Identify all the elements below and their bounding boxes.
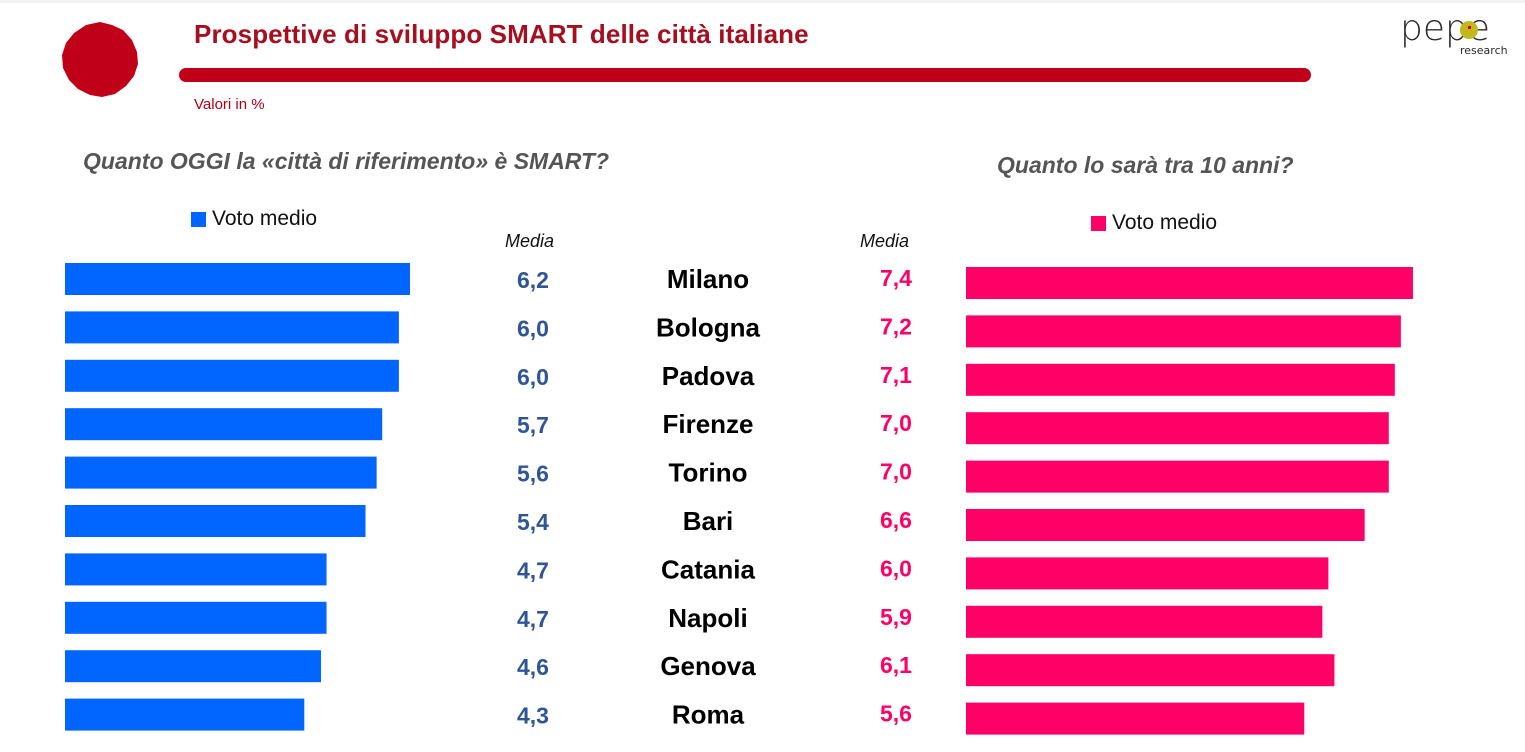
bar-today-catania bbox=[65, 553, 327, 586]
bar-future-genova bbox=[966, 654, 1335, 687]
logo-red-dot-icon bbox=[1468, 26, 1471, 29]
logo-subtext: research bbox=[1460, 44, 1508, 56]
category-label: Bari bbox=[683, 506, 734, 536]
bar-today-bari bbox=[65, 505, 366, 537]
top-border bbox=[0, 0, 1525, 3]
value-label-today: 4,7 bbox=[517, 557, 549, 583]
brand-blob-icon bbox=[62, 22, 138, 97]
right-media-header: Media bbox=[860, 231, 910, 251]
bar-future-napoli bbox=[966, 605, 1323, 638]
category-label: Bologna bbox=[656, 312, 761, 342]
logo-dot-cluster-icon bbox=[1460, 21, 1478, 39]
value-label-future: 7,0 bbox=[880, 459, 912, 485]
value-label-future: 5,9 bbox=[880, 604, 912, 630]
value-label-today: 6,0 bbox=[517, 315, 549, 341]
legend-label: Voto medio bbox=[212, 207, 318, 230]
category-label: Catania bbox=[661, 554, 755, 584]
bar-future-catania bbox=[966, 557, 1329, 590]
category-label: Napoli bbox=[668, 603, 747, 633]
bar-future-torino bbox=[966, 460, 1389, 493]
left-media-header: Media bbox=[505, 231, 555, 251]
bar-future-roma bbox=[966, 702, 1305, 735]
value-label-today: 5,4 bbox=[517, 509, 549, 535]
value-label-future: 5,6 bbox=[880, 701, 912, 727]
bar-today-bologna bbox=[65, 311, 399, 344]
value-label-future: 7,4 bbox=[880, 265, 912, 291]
subtitle: Valori in % bbox=[194, 96, 265, 113]
category-label: Genova bbox=[660, 651, 756, 681]
value-label-today: 6,0 bbox=[517, 364, 549, 390]
value-label-future: 7,1 bbox=[880, 362, 912, 388]
bar-future-bologna bbox=[966, 315, 1401, 348]
legend-swatch-pink bbox=[1091, 215, 1106, 231]
legend-label: Voto medio bbox=[1112, 211, 1218, 234]
value-label-future: 6,0 bbox=[880, 555, 912, 581]
category-label: Padova bbox=[662, 361, 755, 391]
bar-today-genova bbox=[65, 650, 321, 683]
category-label: Roma bbox=[672, 700, 745, 730]
value-label-today: 4,3 bbox=[517, 703, 549, 729]
value-label-today: 4,7 bbox=[517, 606, 549, 632]
value-label-future: 7,0 bbox=[880, 410, 912, 436]
value-label-today: 6,2 bbox=[517, 267, 549, 293]
category-label: Torino bbox=[669, 458, 748, 488]
bar-today-milano bbox=[65, 263, 411, 295]
category-label: Firenze bbox=[662, 409, 753, 439]
value-label-future: 7,2 bbox=[880, 313, 912, 339]
pepe-research-logo: pepe research bbox=[1400, 8, 1508, 56]
value-label-future: 6,6 bbox=[880, 507, 912, 533]
value-label-today: 4,6 bbox=[517, 654, 549, 680]
value-label-today: 5,7 bbox=[517, 412, 549, 438]
bar-today-firenze bbox=[65, 408, 383, 441]
value-label-today: 5,6 bbox=[517, 461, 549, 487]
legend-swatch-blue bbox=[191, 211, 206, 227]
right-question: Quanto lo sarà tra 10 anni? bbox=[997, 152, 1294, 178]
value-label-future: 6,1 bbox=[880, 652, 912, 678]
bar-today-roma bbox=[65, 698, 305, 731]
bar-future-bari bbox=[966, 509, 1365, 541]
page-title: Prospettive di sviluppo SMART delle citt… bbox=[194, 19, 809, 49]
bar-today-napoli bbox=[65, 601, 327, 634]
bar-future-firenze bbox=[966, 412, 1389, 445]
left-question: Quanto OGGI la «città di riferimento» è … bbox=[83, 148, 610, 174]
category-label: Milano bbox=[667, 264, 749, 294]
title-underline bbox=[179, 68, 1311, 82]
right-legend: Voto medio bbox=[1091, 211, 1217, 235]
bar-future-padova bbox=[966, 363, 1395, 396]
left-legend: Voto medio bbox=[191, 207, 317, 231]
bar-future-milano bbox=[966, 267, 1413, 299]
bar-today-torino bbox=[65, 456, 377, 489]
bar-today-padova bbox=[65, 359, 399, 392]
